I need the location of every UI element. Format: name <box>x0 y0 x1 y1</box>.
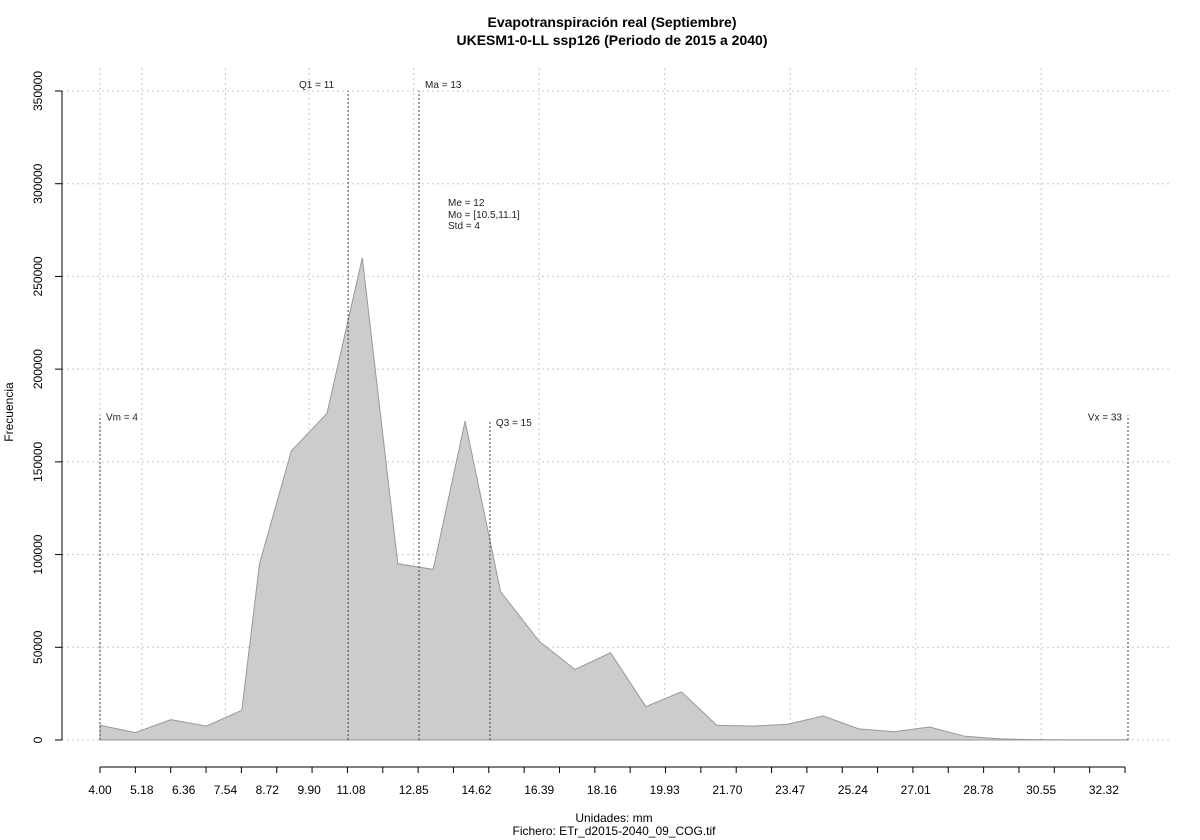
stat-std: Std = 4 <box>448 221 480 232</box>
axes: 0 50000 100000 150000 200000 250000 300000 3500… <box>31 71 1126 797</box>
y-tick-label-2: 100000 <box>31 534 45 574</box>
x-tick-label-3: 7.54 <box>214 783 238 797</box>
file-footer: Fichero: ETr_d2015-2040_09_COG.tif <box>513 824 717 838</box>
x-tick-label-17: 30.55 <box>1026 783 1056 797</box>
x-tick-label-12: 21.70 <box>712 783 742 797</box>
x-tick-label-0: 4.00 <box>88 783 112 797</box>
x-tick-label-15: 27.01 <box>901 783 931 797</box>
y-tick-label-3: 150000 <box>31 442 45 482</box>
reference-lines: Vm = 4 Q1 = 11 Ma = 13 Q3 = 15 Vx = 33 <box>99 80 1129 740</box>
x-tick-label-18: 32.32 <box>1089 783 1119 797</box>
x-tick-label-13: 23.47 <box>775 783 805 797</box>
stat-mode: Mo = [10.5,11.1] <box>448 210 520 221</box>
ref-label-2: Ma = 13 <box>425 80 462 91</box>
x-tick-label-4: 8.72 <box>256 783 280 797</box>
chart-title: Evapotranspiración real (Septiembre) <box>488 14 737 30</box>
x-tick-label-14: 25.24 <box>838 783 868 797</box>
ref-label-1: Q1 = 11 <box>299 80 335 91</box>
y-tick-label-7: 350000 <box>31 71 45 111</box>
grid <box>62 68 1172 742</box>
x-tick-label-11: 19.93 <box>650 783 680 797</box>
x-tick-label-10: 18.16 <box>587 783 617 797</box>
x-tick-label-6: 11.08 <box>336 783 365 797</box>
ref-label-4: Vx = 33 <box>1088 413 1123 424</box>
y-tick-label-0: 0 <box>31 736 45 743</box>
y-tick-label-1: 50000 <box>31 630 45 664</box>
x-tick-label-7: 12.85 <box>399 783 429 797</box>
data-area <box>99 257 1129 741</box>
stat-median: Me = 12 <box>448 198 485 209</box>
ref-label-0: Vm = 4 <box>106 413 138 424</box>
x-tick-label-2: 6.36 <box>172 783 196 797</box>
y-axis-label: Frecuencia <box>2 382 16 442</box>
x-tick-label-9: 16.39 <box>524 783 554 797</box>
area-series-0 <box>99 257 1129 741</box>
y-tick-label-5: 250000 <box>31 256 45 296</box>
x-tick-label-16: 28.78 <box>963 783 993 797</box>
y-tick-label-6: 300000 <box>31 163 45 203</box>
y-tick-label-4: 200000 <box>31 349 45 389</box>
ref-label-3: Q3 = 15 <box>496 418 532 429</box>
x-tick-label-1: 5.18 <box>130 783 154 797</box>
x-tick-label-8: 14.62 <box>461 783 491 797</box>
x-tick-label-5: 9.90 <box>297 783 321 797</box>
stats-box: Me = 12 Mo = [10.5,11.1] Std = 4 <box>448 198 520 232</box>
chart-subtitle: UKESM1-0-LL ssp126 (Periodo de 2015 a 20… <box>457 32 768 48</box>
x-axis-label: Unidades: mm <box>575 811 652 825</box>
